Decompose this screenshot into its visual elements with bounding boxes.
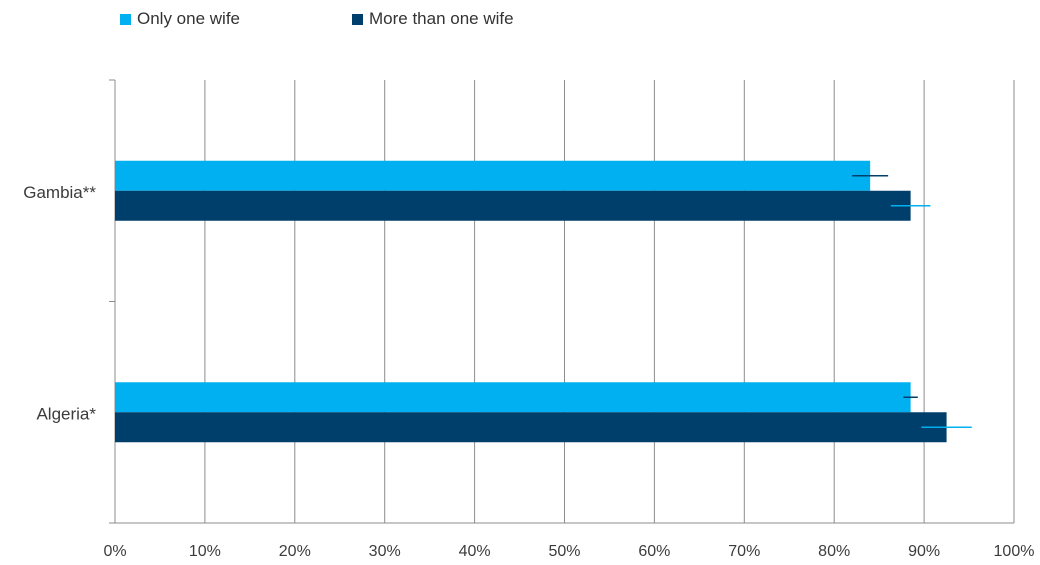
bar bbox=[115, 160, 871, 191]
x-tick-label: 80% bbox=[818, 543, 850, 560]
x-tick-label: 90% bbox=[908, 543, 940, 560]
legend: Only one wife More than one wife bbox=[120, 9, 626, 29]
legend-swatch-only-one-wife bbox=[120, 13, 131, 25]
bar bbox=[115, 382, 911, 413]
x-tick-label: 30% bbox=[369, 543, 401, 560]
category-label: Gambia** bbox=[23, 183, 96, 202]
bar bbox=[115, 190, 911, 221]
legend-swatch-more-than-one-wife bbox=[352, 13, 363, 25]
legend-label-more-than-one-wife: More than one wife bbox=[369, 9, 514, 28]
x-tick-label: 70% bbox=[728, 543, 760, 560]
bar bbox=[115, 412, 947, 443]
legend-item-only-one-wife: Only one wife bbox=[120, 9, 240, 29]
legend-item-more-than-one-wife: More than one wife bbox=[352, 9, 514, 29]
x-tick-label: 0% bbox=[103, 543, 126, 560]
x-tick-label: 60% bbox=[638, 543, 670, 560]
x-tick-label: 40% bbox=[459, 543, 491, 560]
x-tick-label: 50% bbox=[548, 543, 580, 560]
x-tick-label: 100% bbox=[994, 543, 1035, 560]
x-tick-label: 20% bbox=[279, 543, 311, 560]
x-tick-label: 10% bbox=[189, 543, 221, 560]
legend-label-only-one-wife: Only one wife bbox=[137, 9, 240, 28]
category-label: Algeria* bbox=[36, 404, 96, 423]
